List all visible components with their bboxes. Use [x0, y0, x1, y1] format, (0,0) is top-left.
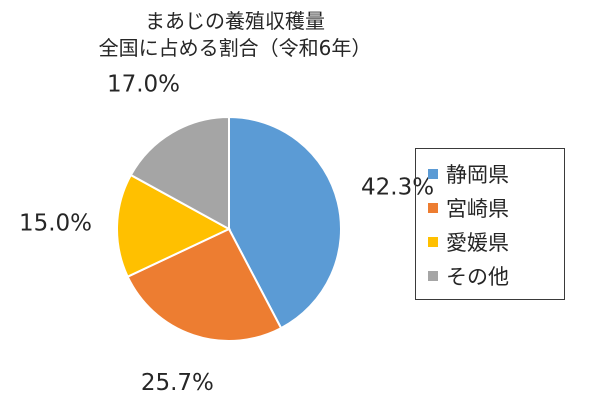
pie-slice-miyazaki [126, 227, 283, 342]
legend-label: 宮崎県 [446, 197, 509, 221]
legend-item-miyazaki: 宮崎県 [428, 191, 564, 225]
data-label-ehime: 15.0% [19, 211, 92, 237]
legend-label: 静岡県 [446, 163, 509, 187]
data-label-other: 17.0% [107, 71, 180, 97]
legend-item-ehime: 愛媛県 [428, 225, 564, 259]
pie-labels: 42.3% 25.7% 15.0% 17.0% [19, 71, 434, 396]
legend-label: 愛媛県 [446, 231, 509, 255]
data-label-shizuoka: 42.3% [361, 174, 434, 200]
legend-swatch [428, 271, 438, 281]
legend-swatch [428, 169, 438, 179]
chart-title-line-1: まあじの養殖収穫量 [145, 9, 325, 33]
legend-label: その他 [446, 265, 509, 289]
pie-slice-other [129, 115, 230, 231]
pie-slices [116, 115, 342, 342]
legend: 静岡県宮崎県愛媛県その他 [415, 148, 565, 300]
chart-title-line-2: 全国に占める割合（令和6年） [98, 36, 372, 60]
pie-slice-shizuoka [228, 115, 342, 330]
legend-swatch [428, 237, 438, 247]
legend-swatch [428, 203, 438, 213]
chart-title: まあじの養殖収穫量 全国に占める割合（令和6年） [0, 8, 470, 62]
pie-slice-ehime [116, 173, 232, 279]
legend-item-other: その他 [428, 259, 564, 293]
data-label-miyazaki: 25.7% [141, 370, 214, 396]
legend-item-shizuoka: 静岡県 [428, 157, 564, 191]
